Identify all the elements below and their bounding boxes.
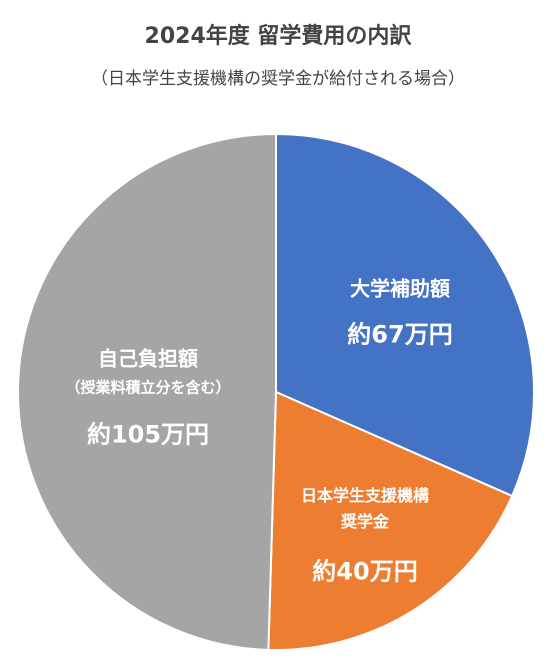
category-label: 自己負担額	[98, 346, 198, 371]
value-label: 約67万円	[347, 320, 453, 349]
pie-slice	[267, 390, 514, 651]
chart-subtitle: （日本学生支援機構の奨学金が給付される場合）	[91, 69, 465, 89]
value-label: 約105万円	[86, 420, 210, 449]
pie-slice	[275, 132, 535, 498]
chart-title: 2024年度 留学費用の内訳	[144, 24, 412, 49]
annotation: （授業料積立分を含む）	[65, 378, 231, 397]
category-label: 日本学生支援機構奨学金	[300, 486, 429, 531]
value-label: 約40万円	[312, 557, 418, 586]
pie-slice	[17, 132, 277, 651]
category-label: 大学補助額	[350, 276, 450, 301]
